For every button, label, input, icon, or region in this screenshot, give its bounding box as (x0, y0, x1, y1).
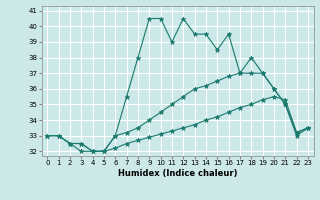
X-axis label: Humidex (Indice chaleur): Humidex (Indice chaleur) (118, 169, 237, 178)
